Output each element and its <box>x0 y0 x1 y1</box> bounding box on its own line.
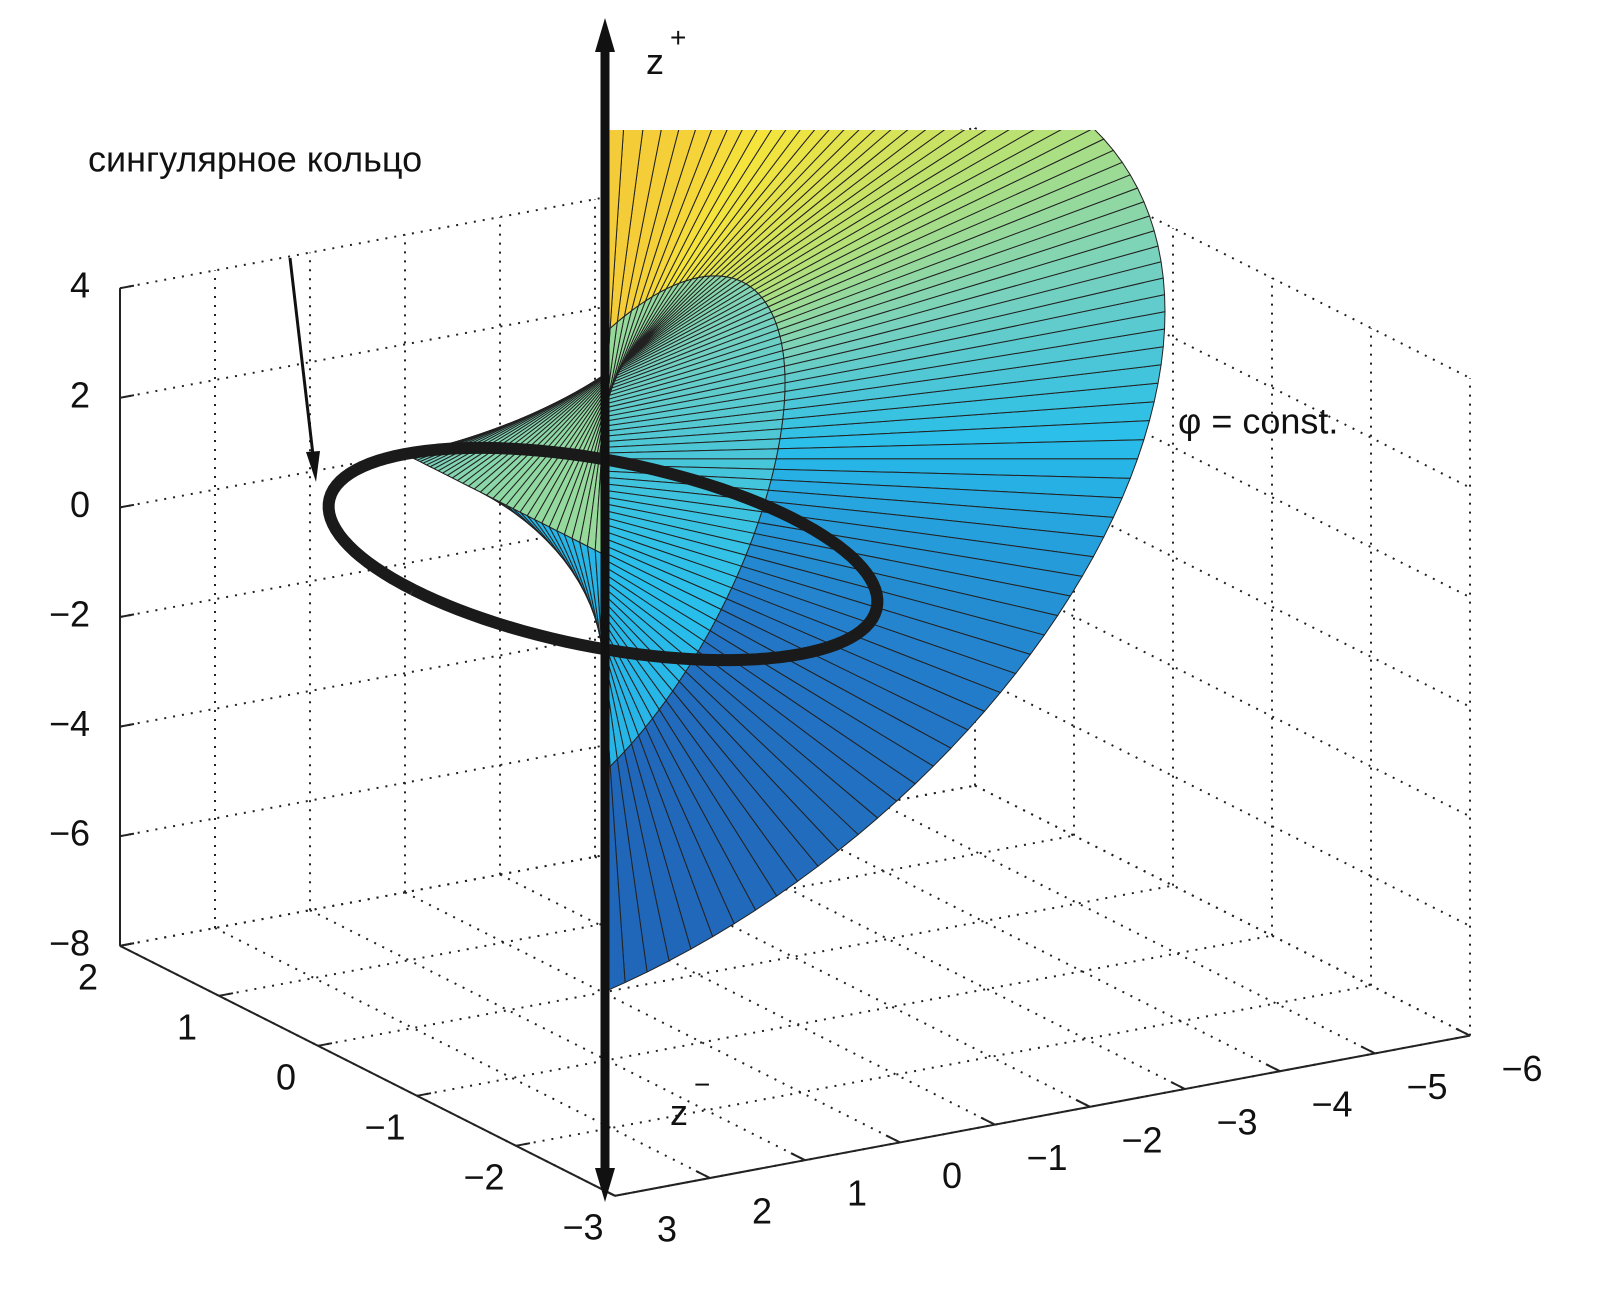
y-axis <box>119 944 616 1197</box>
y-tick-label: 1 <box>177 1006 197 1047</box>
annotation-arrowhead <box>306 451 320 482</box>
z-tick <box>119 613 135 618</box>
x-tick-label: 0 <box>942 1155 962 1196</box>
z-tick <box>119 394 135 399</box>
x-tick-label: −3 <box>1216 1102 1257 1143</box>
grid-line <box>119 236 976 399</box>
z-plus-label: z+ <box>646 22 686 81</box>
y-tick-label: −1 <box>364 1106 405 1147</box>
x-tick <box>1075 1098 1091 1108</box>
x-tick <box>1360 1045 1376 1055</box>
x-tick-label: −4 <box>1311 1084 1352 1125</box>
grid-line <box>317 884 1174 1047</box>
grid-line <box>974 784 1471 1037</box>
x-tick-label: 1 <box>847 1173 867 1214</box>
x-tick-label: −6 <box>1501 1048 1542 1089</box>
grid-line <box>974 784 1471 1037</box>
annotation-phi: φ = const. <box>1178 401 1338 442</box>
z-minus-base: z <box>670 1092 688 1133</box>
z-tick <box>119 503 135 509</box>
y-tick-label: −3 <box>562 1206 603 1247</box>
z-tick-label: 2 <box>70 374 90 415</box>
y-tick <box>317 1042 333 1047</box>
z-tick-label: −2 <box>49 594 90 635</box>
z-minus-sup: − <box>694 1069 710 1100</box>
y-tick <box>119 942 135 947</box>
z-tick-label: −4 <box>49 703 90 744</box>
x-tick <box>790 1152 806 1162</box>
z-tick <box>119 723 135 728</box>
x-tick-label: −5 <box>1406 1066 1447 1107</box>
y-tick-label: −2 <box>463 1156 504 1197</box>
grid-line <box>416 934 1273 1097</box>
x-tick <box>1455 1027 1471 1037</box>
grid-line <box>119 455 976 618</box>
x-tick-label: 3 <box>657 1208 677 1249</box>
annotation-ring: сингулярное кольцо <box>88 139 422 180</box>
z-tick-label: 0 <box>70 484 90 525</box>
x-tick-label: −1 <box>1026 1137 1067 1178</box>
z-plus-base: z <box>646 41 664 82</box>
x-tick <box>695 1170 711 1179</box>
x-tick <box>1170 1081 1186 1090</box>
z-tick <box>119 832 135 838</box>
z-tick-label: −8 <box>49 922 90 963</box>
grid-line <box>119 565 976 728</box>
z-plus-sup: + <box>670 22 686 53</box>
axes: 4 2 0 −2 −4 −6 −8 3 2 1 0 −1 −2 −3 −4 −5 −6 2 1 0 −1 −2 −3 <box>49 265 1543 1250</box>
grid-line <box>218 834 1075 997</box>
z-tick-label: 4 <box>70 265 90 306</box>
annotation-arrow <box>288 257 315 456</box>
grid-line <box>879 802 1376 1055</box>
x-tick <box>885 1134 901 1144</box>
grid-line <box>119 346 976 509</box>
x-tick <box>980 1116 996 1126</box>
y-tick <box>515 1142 531 1147</box>
singular-ring <box>322 441 884 667</box>
x-tick-label: 2 <box>752 1191 772 1232</box>
x-tick-label: −2 <box>1121 1119 1162 1160</box>
y-tick <box>218 992 234 997</box>
x-axis <box>614 1034 1471 1197</box>
grid-line <box>119 675 976 838</box>
y-tick <box>416 1092 432 1097</box>
grid-line <box>515 984 1372 1147</box>
axis-arrow-top <box>595 18 615 52</box>
grid-line <box>119 127 976 290</box>
grid-line <box>784 820 1281 1073</box>
grid-line <box>119 784 976 947</box>
z-tick-label: −6 <box>49 813 90 854</box>
overlay <box>288 18 615 1202</box>
axis-arrow-bottom <box>595 1168 615 1202</box>
z-tick <box>119 284 135 290</box>
surface <box>404 130 1166 993</box>
y-tick-label: 2 <box>78 956 98 997</box>
y-tick-label: 0 <box>276 1056 296 1097</box>
x-tick <box>1265 1063 1281 1073</box>
z-minus-label: z− <box>670 1069 710 1132</box>
